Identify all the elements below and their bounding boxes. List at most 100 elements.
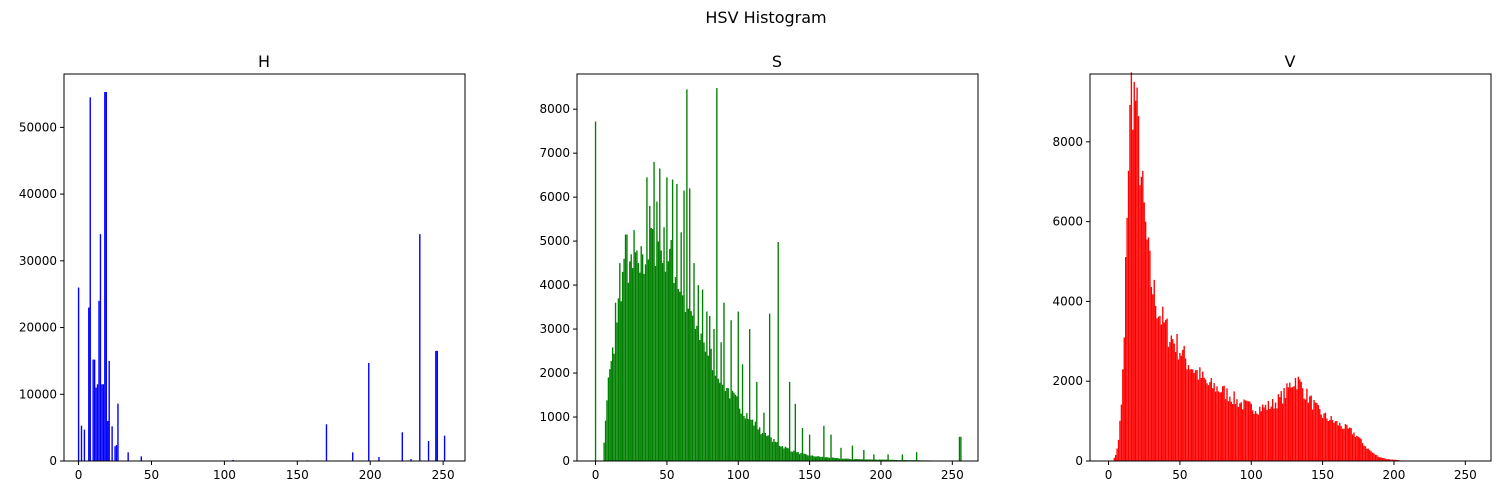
v-bar — [1210, 378, 1212, 461]
s-axes-frame — [576, 73, 979, 462]
v-bar — [1222, 386, 1224, 461]
s-bar — [690, 311, 692, 461]
s-bar — [677, 289, 679, 461]
s-bar — [741, 364, 744, 461]
s-bar — [687, 308, 689, 461]
s-bar — [743, 415, 745, 461]
v-bar — [1354, 436, 1357, 461]
s-histogram-axes: S 0 50 100 150 200 250 0 1000 2000 3000 4000 5000 60… — [539, 52, 979, 482]
s-bar — [871, 459, 874, 461]
s-bar — [606, 400, 608, 461]
v-bar — [1163, 322, 1165, 461]
v-bar — [1257, 414, 1260, 461]
v-bar — [1303, 398, 1305, 461]
s-bar — [793, 450, 795, 461]
s-bar — [867, 459, 869, 461]
s-bar — [627, 282, 630, 461]
v-bar — [1233, 391, 1235, 461]
v-bar — [1349, 427, 1351, 461]
v-bar — [1173, 343, 1175, 461]
v-x-tick-label: 50 — [1172, 468, 1187, 482]
v-bar — [1166, 318, 1168, 461]
s-bar — [744, 418, 747, 461]
s-bar — [806, 454, 808, 461]
v-bar — [1261, 404, 1264, 461]
v-bar — [1263, 407, 1265, 461]
v-bar — [1200, 378, 1202, 461]
v-bar — [1283, 387, 1285, 461]
v-bar — [1320, 414, 1322, 461]
s-bar — [803, 453, 805, 461]
s-bar — [650, 227, 652, 461]
s-bar — [838, 458, 841, 461]
v-bar — [1279, 397, 1281, 461]
v-bar — [1212, 388, 1214, 461]
s-y-tick-label: 8000 — [539, 102, 570, 116]
s-bar — [679, 291, 681, 461]
v-bar — [1280, 391, 1282, 461]
s-bar — [901, 454, 904, 461]
v-bar — [1237, 406, 1240, 461]
v-bar — [1311, 409, 1314, 461]
v-bar — [1216, 386, 1218, 461]
v-bar — [1253, 413, 1255, 461]
v-bar — [1306, 388, 1308, 461]
s-bar — [810, 455, 812, 461]
v-bar — [1140, 176, 1143, 461]
v-bar — [1183, 345, 1185, 461]
s-x-tick-label: 200 — [870, 468, 893, 482]
s-bar — [761, 432, 764, 461]
s-bar — [716, 88, 718, 461]
s-bar — [787, 448, 789, 461]
s-bar — [669, 248, 671, 461]
v-bar — [1129, 104, 1131, 461]
h-bar — [419, 234, 421, 461]
h-bar — [115, 444, 118, 461]
v-bar — [1344, 424, 1347, 461]
s-bar — [723, 302, 725, 461]
v-bar — [1246, 400, 1248, 461]
s-bar — [904, 459, 906, 461]
s-bar — [711, 370, 714, 461]
h-bar — [77, 287, 80, 461]
s-bar — [958, 436, 961, 461]
v-bar — [1116, 448, 1118, 461]
v-bar — [1259, 406, 1261, 461]
h-y-tick-label: 40000 — [19, 187, 57, 201]
s-bar — [824, 457, 826, 461]
s-bar — [740, 413, 742, 461]
v-bar — [1252, 410, 1254, 461]
v-y-tick-label: 6000 — [1052, 215, 1083, 229]
v-bar — [1366, 448, 1368, 461]
s-bar — [624, 234, 627, 461]
v-bar — [1274, 402, 1277, 461]
v-histogram-axes: V 0 50 100 150 200 250 0 2000 4000 6000 8000 — [1052, 52, 1492, 482]
v-bar — [1294, 377, 1297, 461]
s-bar — [781, 446, 784, 461]
s-bar — [880, 459, 882, 461]
v-bar — [1391, 459, 1394, 461]
v-bars — [1113, 72, 1472, 462]
h-x-tick-label: 100 — [213, 468, 236, 482]
v-bar — [1346, 424, 1348, 461]
s-bar — [784, 446, 787, 461]
figure-title: HSV Histogram — [705, 8, 826, 27]
v-bar — [1224, 399, 1227, 461]
s-bar — [836, 457, 838, 461]
v-bar — [1343, 428, 1345, 461]
h-bar — [83, 429, 86, 461]
v-bar — [1249, 401, 1251, 461]
v-bar — [1130, 72, 1133, 461]
v-bar — [1156, 318, 1158, 461]
s-bar — [773, 438, 775, 461]
v-bar — [1377, 456, 1379, 461]
h-histogram-axes: H 0 50 100 150 200 250 0 10000 20000 30000 40000 50… — [19, 52, 466, 482]
s-bar — [874, 459, 876, 461]
s-bar — [817, 456, 819, 461]
s-bar — [661, 263, 664, 461]
s-bar — [709, 315, 711, 461]
h-bar — [378, 456, 380, 461]
v-bar — [1269, 408, 1271, 461]
s-bar — [766, 436, 768, 461]
